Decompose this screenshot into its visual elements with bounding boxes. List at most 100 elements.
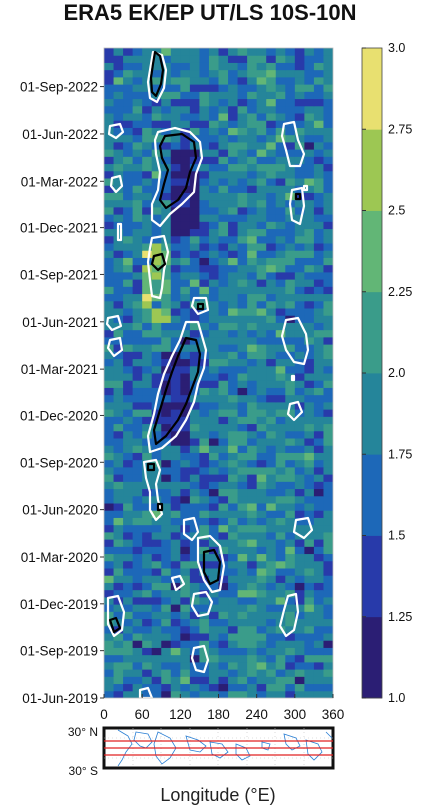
heatmap-cell: [237, 264, 248, 273]
heatmap-cell: [304, 387, 315, 396]
heatmap-cell: [228, 134, 239, 143]
heatmap-cell: [218, 633, 229, 641]
heatmap-cell: [189, 430, 200, 439]
heatmap-cell: [180, 423, 191, 432]
heatmap-cell: [285, 546, 296, 555]
heatmap-cell: [275, 546, 286, 555]
heatmap-cell: [132, 113, 143, 121]
heatmap-cell: [285, 466, 296, 475]
heatmap-cell: [313, 293, 324, 302]
heatmap-cell: [313, 178, 324, 186]
heatmap-cell: [304, 589, 315, 598]
colorbar-tick-label: 1.0: [388, 691, 405, 705]
colorbar-tick-label: 1.25: [388, 610, 412, 624]
heatmap-cell: [237, 618, 248, 627]
heatmap-cell: [104, 308, 115, 316]
heatmap-cell: [304, 113, 315, 121]
heatmap-cell: [104, 582, 115, 591]
contour-white: [280, 120, 306, 168]
heatmap-cell: [218, 120, 229, 128]
heatmap-cell: [228, 640, 239, 648]
heatmap-cell: [266, 488, 277, 497]
heatmap-cell: [275, 524, 286, 533]
heatmap-cell: [161, 91, 172, 100]
heatmap-cell: [237, 531, 248, 540]
heatmap-cell: [247, 322, 258, 331]
heatmap-cell: [180, 221, 191, 230]
heatmap-cell: [123, 358, 134, 367]
heatmap-cell: [247, 329, 258, 338]
heatmap-cell: [237, 459, 248, 468]
heatmap-cell: [294, 380, 305, 388]
heatmap-cell: [208, 55, 219, 63]
heatmap-cell: [104, 257, 115, 266]
heatmap-cell: [189, 98, 200, 107]
heatmap-cell: [189, 250, 200, 258]
heatmap-cell: [285, 654, 296, 663]
heatmap-cell: [285, 531, 296, 540]
heatmap-cell: [104, 373, 115, 381]
heatmap-cell: [266, 661, 277, 670]
heatmap-cell: [247, 488, 258, 497]
heatmap-cell: [199, 235, 210, 244]
heatmap-cell: [180, 481, 191, 490]
heatmap-cell: [151, 661, 162, 670]
heatmap-cell: [132, 416, 143, 425]
heatmap-cell: [104, 62, 115, 71]
heatmap-cell: [304, 127, 315, 136]
heatmap-cell: [199, 488, 210, 497]
heatmap-cell: [142, 250, 153, 258]
heatmap-cell: [323, 308, 333, 316]
heatmap-cell: [294, 690, 305, 698]
heatmap-cell: [256, 365, 267, 374]
heatmap-cell: [228, 669, 239, 677]
heatmap-cell: [132, 199, 143, 208]
heatmap-cell: [313, 409, 324, 417]
heatmap-cell: [218, 214, 229, 222]
heatmap-cell: [151, 553, 162, 562]
heatmap-cell: [142, 206, 153, 215]
heatmap-cell: [113, 575, 124, 583]
heatmap-cell: [228, 683, 239, 692]
heatmap-cell: [170, 214, 181, 222]
heatmap-cell: [170, 575, 181, 583]
heatmap-cell: [113, 654, 124, 663]
heatmap-cell: [285, 438, 296, 446]
heatmap-cell: [285, 141, 296, 150]
heatmap-cell: [218, 611, 229, 620]
heatmap-cell: [228, 344, 239, 352]
heatmap-cell: [113, 163, 124, 172]
heatmap-cell: [142, 351, 153, 360]
heatmap-cell: [323, 235, 333, 244]
heatmap-cell: [304, 474, 315, 482]
colorbar-bin: [362, 373, 382, 455]
heatmap-cell: [104, 250, 115, 258]
heatmap-cell: [304, 445, 315, 453]
heatmap-cell: [294, 149, 305, 157]
heatmap-cell: [132, 560, 143, 569]
heatmap-cell: [142, 48, 153, 56]
heatmap-cell: [123, 308, 134, 316]
heatmap-cell: [247, 596, 258, 605]
heatmap-cell: [113, 661, 124, 670]
heatmap-cell: [323, 329, 333, 338]
heatmap-cell: [180, 452, 191, 461]
heatmap-cell: [256, 394, 267, 403]
heatmap-cell: [294, 589, 305, 598]
heatmap-cell: [237, 163, 248, 172]
heatmap-cell: [132, 322, 143, 331]
heatmap-cell: [104, 488, 115, 497]
heatmap-cell: [285, 250, 296, 258]
heatmap-cell: [199, 243, 210, 251]
heatmap-cell: [323, 91, 333, 100]
heatmap-cell: [237, 589, 248, 598]
heatmap-cell: [247, 344, 258, 352]
heatmap-cell: [285, 134, 296, 143]
heatmap-cell: [132, 62, 143, 71]
heatmap-cell: [161, 264, 172, 273]
heatmap-cell: [132, 358, 143, 367]
heatmap-cell: [113, 568, 124, 576]
heatmap-cell: [151, 596, 162, 605]
heatmap-cell: [151, 373, 162, 381]
heatmap-cell: [104, 553, 115, 562]
